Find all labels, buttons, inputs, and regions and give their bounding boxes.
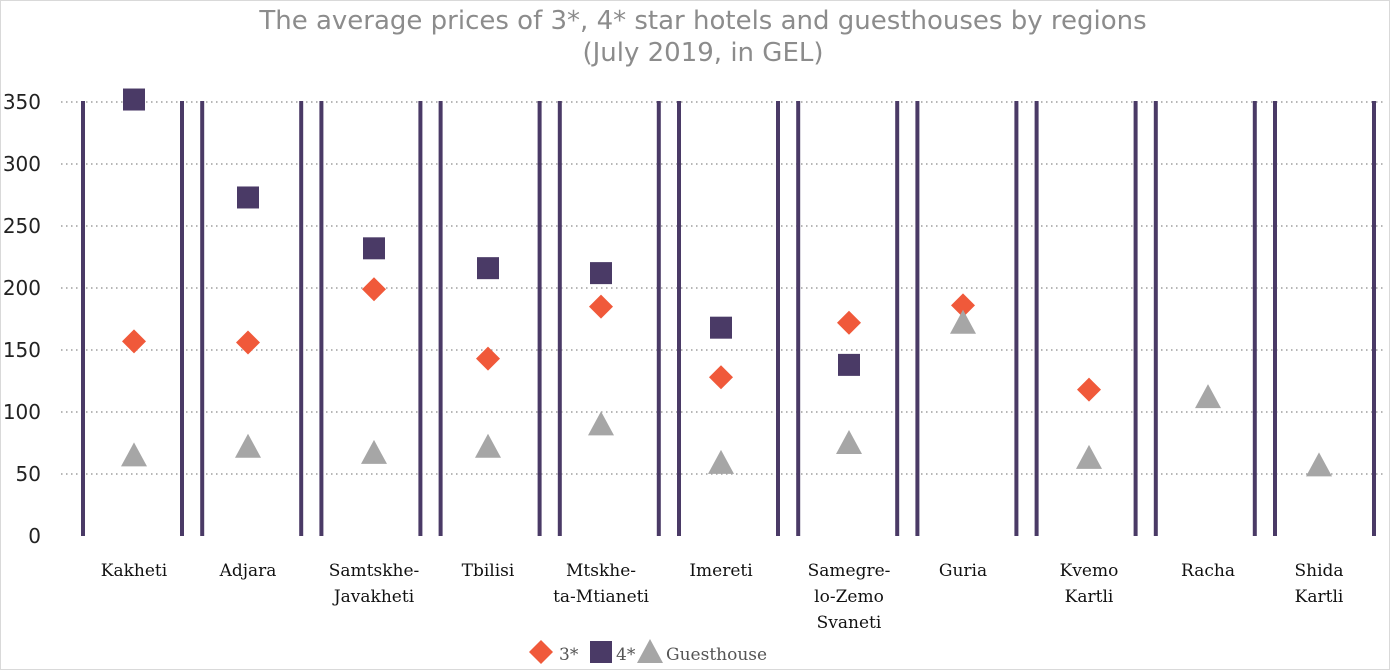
grid xyxy=(61,101,1386,475)
legend-label: Guesthouse xyxy=(666,645,767,665)
point-3star xyxy=(1077,377,1101,402)
point-guesthouse xyxy=(1306,452,1332,477)
point-guesthouse xyxy=(588,411,614,436)
legend-marker-3star xyxy=(529,640,553,664)
point-4star xyxy=(710,316,732,339)
legend-marker-guesthouse xyxy=(637,639,663,663)
x-tick-label: Kvemo Kartli xyxy=(1060,561,1119,607)
point-guesthouse xyxy=(235,433,261,458)
y-tick-label: 200 xyxy=(3,276,41,300)
point-3star xyxy=(236,330,260,355)
x-tick-label: Samegre-lo-Zemo Svaneti xyxy=(808,561,891,633)
point-3star xyxy=(837,310,861,335)
y-tick-label: 50 xyxy=(16,462,41,486)
point-4star xyxy=(477,257,499,280)
point-4star xyxy=(123,88,145,111)
point-4star xyxy=(590,262,612,285)
x-tick-label: Mtskhe-ta-Mtianeti xyxy=(553,561,649,607)
legend-marker-4star xyxy=(590,641,612,663)
x-tick-label: Imereti xyxy=(689,561,753,581)
point-guesthouse xyxy=(1195,384,1221,409)
region-dividers xyxy=(81,101,1376,536)
point-4star xyxy=(363,237,385,260)
x-tick-label: Adjara xyxy=(219,561,277,581)
chart-title: The average prices of 3*, 4* star hotels… xyxy=(258,6,1146,36)
x-tick-label: Guria xyxy=(939,561,987,581)
x-tick-label: Kakheti xyxy=(101,561,168,581)
y-tick-label: 0 xyxy=(28,524,41,548)
point-4star xyxy=(838,353,860,376)
y-tick-label: 350 xyxy=(3,90,41,114)
x-tick-label: Tbilisi xyxy=(462,561,515,581)
point-3star xyxy=(951,293,975,318)
y-tick-label: 250 xyxy=(3,214,41,238)
legend: 3* 4* Guesthouse xyxy=(529,639,767,665)
point-3star xyxy=(362,277,386,302)
x-axis: Kakheti Adjara Samtskhe-Javakheti Tbilisi Mt… xyxy=(101,561,1344,633)
point-guesthouse xyxy=(950,309,976,334)
data-markers xyxy=(121,88,1332,477)
x-tick-label: Samtskhe-Javakheti xyxy=(329,561,420,607)
legend-label: 3* xyxy=(559,645,579,665)
point-guesthouse xyxy=(121,442,147,467)
point-3star xyxy=(709,365,733,390)
chart-subtitle: (July 2019, in GEL) xyxy=(582,38,823,68)
y-tick-label: 150 xyxy=(3,338,41,362)
legend-label: 4* xyxy=(616,645,636,665)
point-3star xyxy=(589,294,613,319)
point-guesthouse xyxy=(836,430,862,454)
point-guesthouse xyxy=(708,449,734,474)
point-guesthouse xyxy=(361,439,387,464)
point-4star xyxy=(237,186,259,209)
y-tick-label: 300 xyxy=(3,152,41,176)
point-guesthouse xyxy=(475,433,501,458)
x-tick-label: Racha xyxy=(1181,561,1235,581)
y-tick-label: 100 xyxy=(3,400,41,424)
point-guesthouse xyxy=(1076,444,1102,469)
y-axis: 0 50 100 150 200 250 300 350 xyxy=(3,90,41,548)
point-3star xyxy=(122,329,146,354)
x-tick-label: Shida Kartli xyxy=(1294,561,1343,607)
point-3star xyxy=(476,346,500,371)
